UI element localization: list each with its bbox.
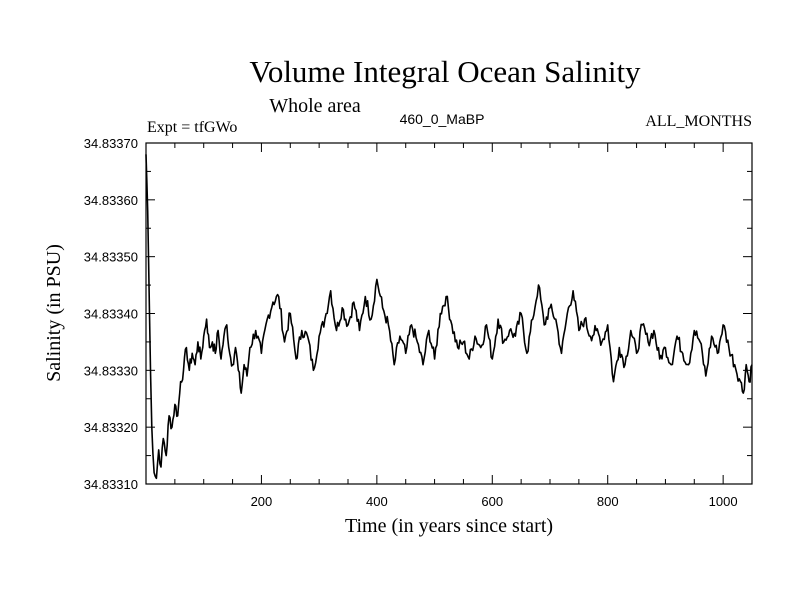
x-tick-label: 600 [481,494,503,509]
x-tick-labels: 200 400 600 800 1000 [251,494,738,509]
y-tick-label: 34.83320 [84,420,138,435]
header-right-label: ALL_MONTHS [645,113,752,130]
x-axis-label: Time (in years since start) [345,515,553,537]
y-tick-label: 34.83350 [84,250,138,265]
y-tick-label: 34.83330 [84,363,138,378]
header-center-label: 460_0_MaBP [400,111,485,127]
plot-frame [145,142,753,485]
x-tick-label: 800 [597,494,619,509]
x-tick-label: 400 [366,494,388,509]
y-axis-label: Salinity (in PSU) [43,244,65,382]
x-tick-label: 200 [251,494,273,509]
header-left-label: Expt = tfGWo [147,119,237,136]
y-tick-label: 34.83370 [84,136,138,151]
y-tick-label: 34.83340 [84,307,138,322]
chart-subtitle: Whole area [269,95,361,117]
y-tick-label: 34.83310 [84,477,138,492]
series-line-salinity [145,154,753,480]
y-tick-labels: 34.83310 34.83320 34.83330 34.83340 34.83350… [84,136,138,492]
y-tick-label: 34.83360 [84,193,138,208]
chart-title: Volume Integral Ocean Salinity [249,54,641,89]
x-tick-label: 1000 [709,494,738,509]
